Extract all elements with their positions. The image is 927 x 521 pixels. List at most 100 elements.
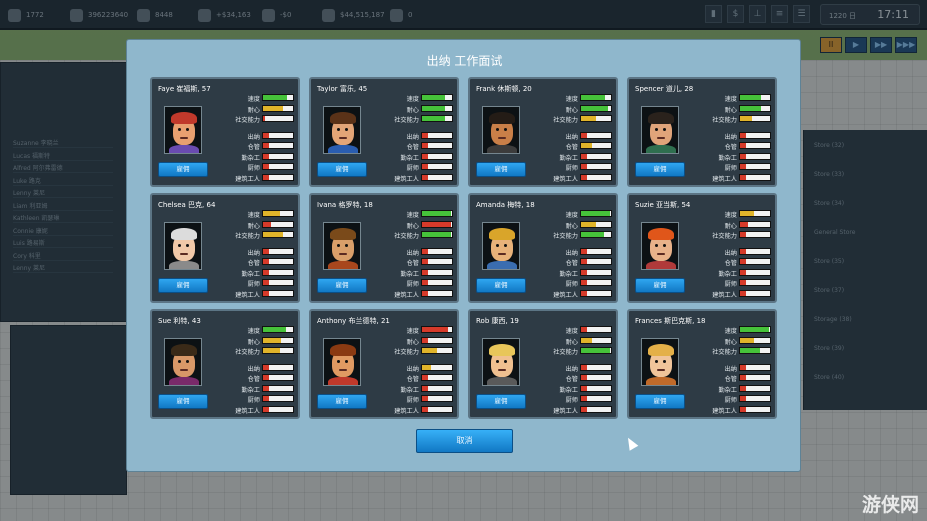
stat-label: 社交能力 [712, 349, 737, 356]
store-list-item[interactable]: Store (40) [814, 374, 845, 381]
stat-bar [580, 336, 612, 344]
store-list-item[interactable]: Storage (38) [814, 316, 852, 323]
stat-coins: 1772 [8, 7, 44, 23]
employee-list-item[interactable]: Connie 康妮 [13, 226, 113, 236]
stat-bar-fill [581, 105, 608, 111]
hire-button[interactable]: 雇佣 [476, 162, 526, 177]
stat-label: 出纳 [406, 133, 419, 141]
stat-label: 速度 [406, 96, 419, 103]
stat-label: 社交能力 [235, 349, 260, 356]
stat-row: 速度 [697, 325, 773, 336]
stat-label: 出纳 [565, 249, 578, 257]
store-list-item[interactable]: Store (35) [814, 258, 845, 265]
fastest-button[interactable]: ▶▶▶ [895, 37, 917, 53]
chart-icon[interactable]: ▮ [705, 5, 722, 23]
employee-list-item[interactable]: Luis 路易斯 [13, 238, 113, 248]
employee-list-item[interactable]: Luke 路克 [13, 176, 113, 186]
stat-label: 勤杂工 [400, 386, 419, 394]
stat-bar-fill [740, 280, 746, 285]
stat-label: 社交能力 [394, 233, 419, 240]
candidate-portrait [164, 222, 202, 270]
candidate-stats: 速度 耐心 社交能力 出纳 仓管 勤杂工 厨师 建筑工人 [538, 209, 614, 299]
candidate-name: Frances 斯巴克斯, 18 [635, 317, 706, 325]
list-icon[interactable]: ≡ [771, 5, 788, 23]
candidate-name: Suzie 亚当斯, 54 [635, 201, 691, 209]
employee-list-item[interactable]: Liam 利亚姆 [13, 201, 113, 211]
employee-list-item[interactable]: Lucas 福斯特 [13, 151, 113, 161]
stat-label: 勤杂工 [241, 270, 260, 278]
hire-button[interactable]: 雇佣 [317, 162, 367, 177]
employee-list-item[interactable]: Kathleen 凯瑟琳 [13, 213, 113, 223]
stat-label: 耐心 [247, 338, 260, 346]
store-list-item[interactable]: Store (32) [814, 142, 845, 149]
stat-row: 仓管 [538, 257, 614, 268]
hire-button[interactable]: 雇佣 [635, 162, 685, 177]
stat-bar [739, 210, 771, 217]
store-list-item[interactable]: Store (33) [814, 171, 845, 178]
wallet-icon [262, 8, 275, 22]
store-list-item[interactable]: Store (39) [814, 345, 845, 352]
hire-button[interactable]: 雇佣 [476, 394, 526, 409]
stat-bar [580, 94, 612, 101]
speed-controls: II ▶ ▶▶ ▶▶▶ [820, 37, 917, 53]
pause-button[interactable]: II [820, 37, 842, 53]
stat-value: 8448 [155, 11, 173, 19]
stat-row: 厨师 [379, 162, 455, 173]
candidate-name: Anthony 布兰德特, 21 [317, 317, 390, 325]
hire-button[interactable]: 雇佣 [158, 278, 208, 293]
hire-button[interactable]: 雇佣 [317, 394, 367, 409]
stat-row: 厨师 [220, 162, 296, 173]
stat-bar [739, 374, 771, 381]
hire-button[interactable]: 雇佣 [317, 278, 367, 293]
stat-row: 社交能力 [538, 114, 614, 125]
stat-label: 勤杂工 [400, 270, 419, 278]
dollar-icon[interactable]: $ [727, 5, 744, 23]
cancel-button[interactable]: 取消 [416, 429, 513, 453]
store-list-item[interactable]: Store (37) [814, 287, 845, 294]
stat-bar [739, 163, 771, 170]
stat-bar [262, 210, 294, 217]
hire-button[interactable]: 雇佣 [635, 278, 685, 293]
stat-label: 出纳 [724, 365, 737, 373]
employee-list-item[interactable]: Alfred 阿尔弗雷德 [13, 163, 113, 173]
stat-bar [421, 336, 453, 344]
employee-list-item[interactable]: Suzanne 李晓兰 [13, 138, 113, 148]
org-icon[interactable]: ⊥ [749, 5, 766, 23]
menu-icon[interactable]: ☰ [793, 5, 810, 23]
stat-value: +$34,163 [216, 11, 251, 19]
store-list-panel: Store (32) Store (33) Store (34) General St… [803, 130, 927, 410]
stat-bar [262, 152, 294, 160]
candidate-card: Sue 利特, 43 雇佣 速度 耐心 社交能力 出纳 仓管 勤杂工 厨师 建筑工人 [150, 309, 300, 419]
hire-button[interactable]: 雇佣 [476, 278, 526, 293]
stat-label: 勤杂工 [559, 386, 578, 394]
candidate-card: Frances 斯巴克斯, 18 雇佣 速度 耐心 社交能力 出纳 仓管 勤杂工 厨师 建筑工人 [627, 309, 777, 419]
candidate-card: Ivana 格罗特, 18 雇佣 速度 耐心 社交能力 出纳 仓管 勤杂工 厨师 建筑工人 [309, 193, 459, 303]
stat-bar-fill [422, 174, 428, 180]
stat-bar [739, 405, 771, 413]
stat-bar [580, 152, 612, 160]
stat-bar [421, 163, 453, 170]
stat-row: 速度 [538, 93, 614, 104]
stat-row: 仓管 [697, 373, 773, 384]
stat-bar [262, 131, 294, 139]
hire-button[interactable]: 雇佣 [635, 394, 685, 409]
stat-bar-fill [740, 290, 746, 296]
store-list-item[interactable]: Store (34) [814, 200, 845, 207]
hire-button[interactable]: 雇佣 [158, 162, 208, 177]
employee-list-item[interactable]: Lenny 莱尼 [13, 188, 113, 198]
fast-button[interactable]: ▶▶ [870, 37, 892, 53]
stat-expense: -$0 [262, 7, 291, 23]
stat-bar-fill [740, 327, 769, 332]
candidate-card: Anthony 布兰德特, 21 雇佣 速度 耐心 社交能力 出纳 仓管 勤杂工 厨师 建筑工人 [309, 309, 459, 419]
employee-list-item[interactable]: Lenny 莱尼 [13, 263, 113, 273]
candidate-stats: 速度 耐心 社交能力 出纳 仓管 勤杂工 厨师 建筑工人 [697, 209, 773, 299]
store-list-item[interactable]: General Store [814, 229, 856, 236]
stat-bar [580, 289, 612, 297]
stat-bar [262, 395, 294, 402]
stat-label: 勤杂工 [718, 386, 737, 394]
hire-button[interactable]: 雇佣 [158, 394, 208, 409]
stat-row: 社交能力 [538, 230, 614, 241]
employee-list-item[interactable]: Cory 科里 [13, 251, 113, 261]
play-button[interactable]: ▶ [845, 37, 867, 53]
stat-value: 1772 [26, 11, 44, 19]
